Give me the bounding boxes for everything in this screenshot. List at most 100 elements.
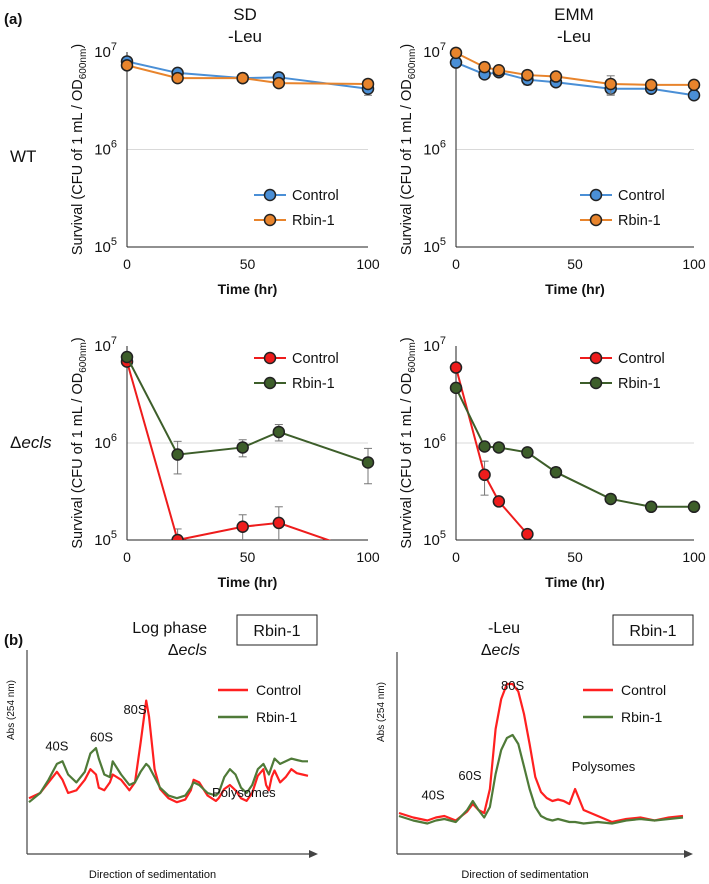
legend-label: Control [618,351,665,367]
legend-marker [589,188,603,202]
data-point [604,492,617,506]
data-point [120,350,134,364]
x-tick-label: 100 [682,256,706,272]
data-point [687,89,701,102]
legend-label: Control [621,682,666,698]
x-tick-label: 100 [356,549,380,565]
peak-label: 80S [501,678,524,693]
boxed-label-frame [612,614,694,646]
y-axis-label: Survival (CFU of 1 mL / OD600nm) [399,44,418,255]
y-tick-label: 107 [94,335,117,355]
profile-trace-rbin-1 [398,733,684,825]
y-tick-label: 107 [94,41,117,61]
x-axis-arrow [684,850,693,858]
x-tick-label: 0 [123,549,131,565]
data-point [449,361,463,374]
profile-title-line2: Δecls [168,642,207,659]
y-tick-label: 105 [423,236,446,256]
boxed-label: Rbin-1 [629,623,676,640]
data-point [644,78,658,92]
data-point [361,456,375,469]
data-point [478,60,491,74]
y-tick-label: 106 [423,432,446,452]
panel-label-a: (a) [4,11,22,28]
legend-marker [589,376,603,390]
y-tick-label: 105 [423,529,446,549]
data-point [120,59,134,72]
data-point [272,425,286,439]
header-emm-line2: -Leu [557,27,591,46]
x-tick-label: 50 [567,256,583,272]
y-axis-label: Survival (CFU of 1 mL / OD600nm) [70,44,89,255]
data-point [236,520,249,533]
legend-label: Rbin-1 [292,213,335,229]
plot-area [449,46,701,102]
row-label-wt: WT [10,147,36,166]
legend-label: Control [292,188,339,204]
legend-label: Rbin-1 [292,376,335,392]
data-point [171,448,184,461]
data-point [492,441,506,454]
row-label-ecls: Δecls [10,433,52,452]
y-tick-label: 107 [423,335,446,355]
boxed-label-frame [236,614,318,646]
data-point [272,76,286,90]
y-axis-label: Abs (254 nm) [376,682,387,742]
y-axis-label: Abs (254 nm) [6,680,17,740]
y-axis-label: Survival (CFU of 1 mL / OD600nm) [70,337,89,548]
legend-marker [589,213,603,227]
x-axis-label: Direction of sedimentation [89,869,216,881]
data-point [449,46,463,60]
legend-label: Control [292,351,339,367]
header-emm-line1: EMM [554,5,594,24]
legend-label: Rbin-1 [618,376,661,392]
peak-label: 80S [123,702,146,717]
profile-trace-control [28,699,309,804]
x-tick-label: 50 [240,549,256,565]
x-tick-label: 0 [452,256,460,272]
plot-area [120,350,375,540]
chart-profile-leu: Direction of sedimentation Abs (254 nm) -L… [376,614,694,881]
legend-marker [263,351,277,365]
legend-marker [263,188,277,202]
legend-label: Control [618,188,665,204]
peak-label: 40S [422,788,445,803]
x-tick-label: 0 [452,549,460,565]
y-tick-label: 107 [423,41,446,61]
series-line-rbin-1 [455,51,694,86]
data-point [171,71,184,85]
legend-label: Rbin-1 [621,709,662,725]
data-point [449,381,463,395]
data-point [478,440,491,453]
chart-ecls-emm: 105 106 107 0 50 100 Time (hr) Survival (CFU of… [399,335,706,590]
data-point [171,533,184,540]
data-point [687,500,701,514]
data-point [644,500,658,514]
data-point [492,495,506,508]
x-tick-label: 100 [682,549,706,565]
y-tick-label: 106 [94,432,117,452]
x-axis-label: Time (hr) [218,574,278,590]
y-tick-label: 105 [94,529,117,549]
x-axis-label: Time (hr) [218,281,278,297]
x-tick-label: 0 [123,256,131,272]
peak-label: Polysomes [212,785,276,800]
data-point [272,516,286,530]
data-point [549,70,563,83]
peak-label: Polysomes [572,759,636,774]
series-line-control [455,367,529,535]
panel-label-b: (b) [4,632,23,649]
y-tick-label: 105 [94,236,117,256]
data-point [492,63,506,77]
x-axis-label: Time (hr) [545,574,605,590]
plot-area [449,361,701,540]
legend-label: Rbin-1 [256,709,297,725]
profile-title-line1: Log phase [132,620,207,637]
legend-marker [263,376,277,390]
x-tick-label: 50 [240,256,256,272]
x-tick-label: 100 [356,256,380,272]
data-point [521,527,534,540]
y-tick-label: 106 [423,139,446,159]
legend-label: Rbin-1 [618,213,661,229]
